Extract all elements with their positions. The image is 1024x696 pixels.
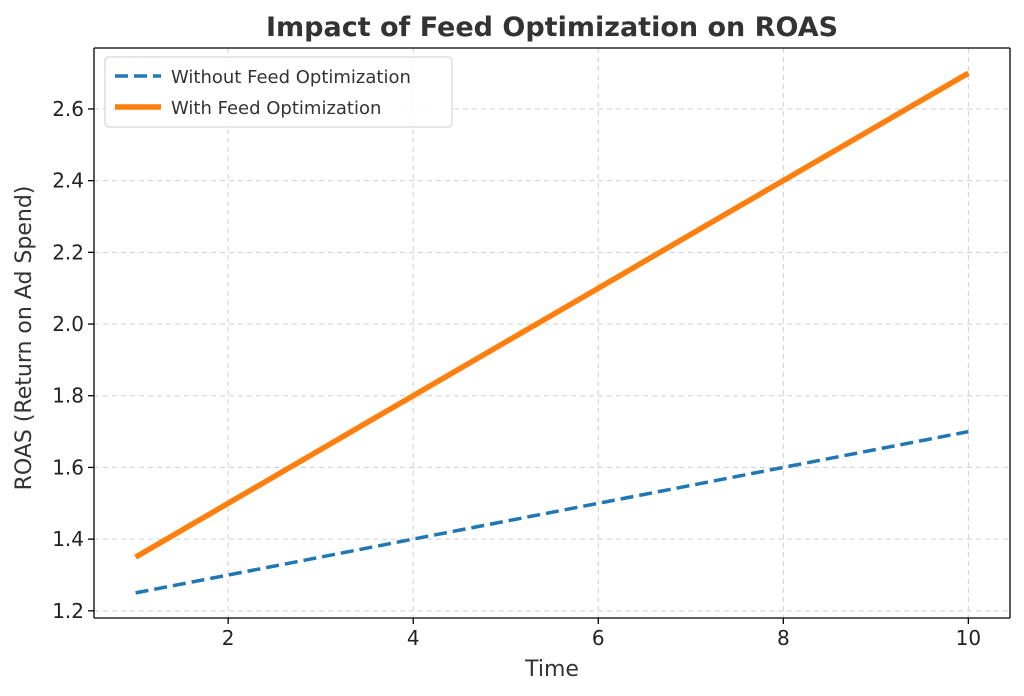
y-tick-label: 2.2 [52, 240, 84, 264]
legend-box [104, 56, 453, 128]
x-tick-label: 6 [592, 626, 605, 650]
x-tick-label: 10 [956, 626, 981, 650]
x-tick-label: 8 [777, 626, 790, 650]
y-tick-label: 2.6 [52, 97, 84, 121]
legend-label-2: With Feed Optimization [171, 98, 381, 119]
y-tick-label: 1.2 [52, 599, 84, 623]
legend-label-1: Without Feed Optimization [171, 67, 411, 88]
legend: Without Feed Optimization With Feed Optim… [104, 56, 453, 128]
series-layer [134, 70, 970, 595]
y-tick-label: 1.4 [52, 527, 84, 551]
series-line-2 [134, 70, 970, 560]
y-axis-label: ROAS (Return on Ad Spend) [12, 186, 37, 491]
chart-title: Impact of Feed Optimization on ROAS [266, 12, 838, 43]
x-tick-label: 4 [407, 626, 420, 650]
series-line-1 [135, 429, 969, 595]
y-tick-label: 2.4 [52, 169, 84, 193]
x-tick-label: 2 [222, 626, 235, 650]
grid-layer [94, 48, 1010, 618]
y-tick-label: 2.0 [52, 312, 84, 336]
y-tick-label: 1.8 [52, 384, 84, 408]
y-tick-label: 1.6 [52, 455, 84, 479]
axes-layer: 2 4 6 8 10 1.2 1.4 1.6 1.8 2.0 2.2 2.4 2.6 [52, 47, 1011, 650]
x-axis-label: Time [524, 657, 579, 682]
